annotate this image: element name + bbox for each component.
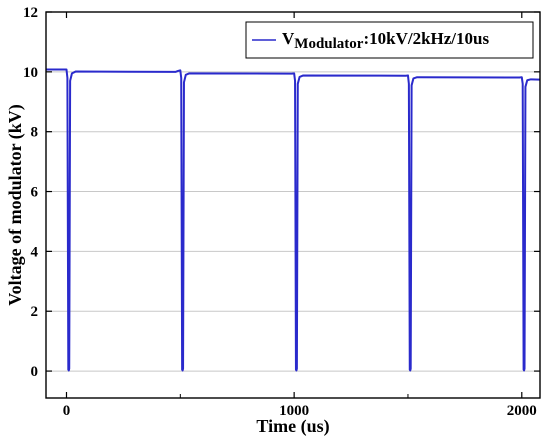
x-tick-label: 0 bbox=[63, 403, 71, 419]
legend: VModulator:10kV/2kHz/10us bbox=[245, 21, 534, 59]
y-tick-label: 2 bbox=[31, 304, 39, 320]
y-tick-label: 10 bbox=[23, 65, 38, 81]
x-tick-label: 2000 bbox=[507, 403, 537, 419]
legend-subscript: Modulator bbox=[294, 36, 364, 52]
axis-ticks: 0 2 4 6 8 10 12 0 1000 2000 bbox=[23, 5, 540, 419]
series-layer bbox=[46, 68, 541, 372]
y-tick-label: 8 bbox=[31, 125, 39, 141]
x-axis-label: Time (us) bbox=[256, 416, 329, 437]
x-tick-label: 1000 bbox=[279, 403, 309, 419]
legend-main: V bbox=[282, 29, 295, 48]
y-tick-label: 0 bbox=[31, 364, 39, 380]
y-tick-label: 12 bbox=[23, 5, 38, 21]
grid-lines bbox=[46, 71, 540, 372]
legend-label: VModulator:10kV/2kHz/10us bbox=[282, 29, 489, 52]
legend-box bbox=[245, 21, 534, 59]
y-tick-label: 6 bbox=[31, 185, 39, 201]
series-line bbox=[46, 68, 541, 372]
y-axis-label: Voltage of modulator (kV) bbox=[5, 104, 26, 306]
legend-suffix: :10kV/2kHz/10us bbox=[363, 29, 489, 48]
y-tick-label: 4 bbox=[31, 244, 39, 260]
plot-frame bbox=[45, 11, 541, 399]
